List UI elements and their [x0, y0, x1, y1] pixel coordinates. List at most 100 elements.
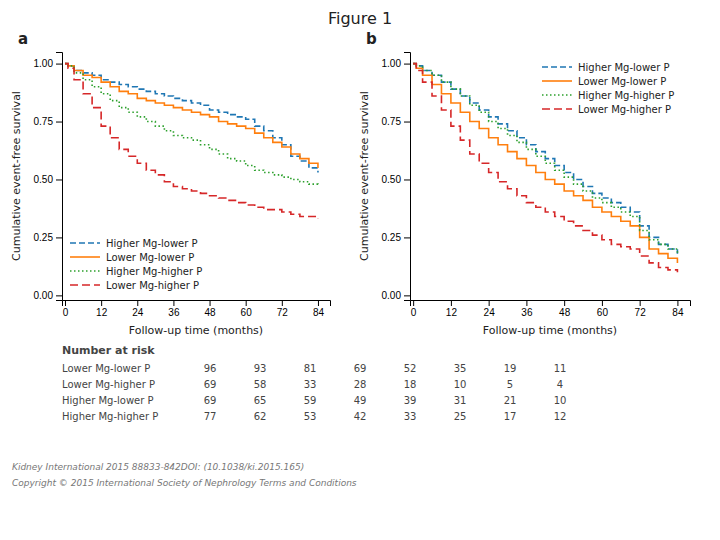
- x-axis: 012243648607284: [63, 300, 331, 318]
- y-tick-mark: [404, 295, 410, 296]
- y-tick: 1.00: [34, 58, 62, 69]
- y-tick-mark: [56, 179, 62, 180]
- risk-value: 10: [554, 395, 567, 406]
- x-tick: 0: [411, 300, 417, 318]
- x-tick-label: 48: [559, 307, 571, 318]
- x-tick-label: 36: [168, 307, 180, 318]
- survival-line: [65, 64, 318, 187]
- x-tick-label: 60: [241, 307, 253, 318]
- risk-value: 33: [404, 411, 417, 422]
- survival-line: [413, 64, 677, 273]
- survival-line: [65, 64, 318, 168]
- x-tick: 12: [446, 300, 458, 318]
- legend-label: Lower Mg-higher P: [106, 280, 199, 291]
- risk-value: 39: [404, 395, 417, 406]
- plot-area: [65, 64, 318, 219]
- x-tick: 84: [672, 300, 684, 318]
- figure-title: Figure 1: [328, 9, 392, 28]
- y-tick-label: 0.00: [34, 290, 54, 301]
- x-tick: 36: [521, 300, 533, 318]
- risk-value: 62: [254, 411, 267, 422]
- y-axis-line: [404, 53, 411, 301]
- risk-value: 31: [454, 395, 467, 406]
- x-tick-mark: [489, 300, 490, 306]
- risk-value: 52: [404, 363, 417, 374]
- x-tick-mark: [210, 300, 211, 306]
- risk-value: 96: [204, 363, 217, 374]
- risk-value: 69: [204, 395, 217, 406]
- x-tick-mark: [101, 300, 102, 306]
- risk-value: 58: [254, 379, 267, 390]
- y-tick-label: 0.75: [34, 116, 54, 127]
- x-tick: 84: [313, 300, 325, 318]
- legend-entry: Higher Mg-higher P: [70, 266, 202, 277]
- legend-swatch: [542, 108, 572, 110]
- y-tick-label: 0.50: [34, 174, 54, 185]
- y-tick-mark: [56, 64, 62, 65]
- panel: 0122436486072840.000.250.500.751.00Follo…: [10, 30, 331, 337]
- risk-value: 69: [354, 363, 367, 374]
- legend-swatch: [70, 256, 100, 258]
- x-tick: 60: [241, 300, 253, 318]
- risk-value: 81: [304, 363, 317, 374]
- x-tick-mark: [137, 300, 138, 306]
- footer-text: Kidney International 2015 88833-842DOI: …: [12, 462, 304, 472]
- risk-value: 17: [504, 411, 517, 422]
- legend-entry: Higher Mg-lower P: [542, 62, 670, 73]
- x-tick: 72: [635, 300, 647, 318]
- plot-area: [413, 64, 677, 273]
- y-tick: 0.75: [382, 116, 410, 127]
- x-tick-mark: [602, 300, 603, 306]
- x-tick-label: 84: [672, 307, 684, 318]
- risk-value: 4: [557, 379, 563, 390]
- x-tick-mark: [451, 300, 452, 306]
- x-axis: 012243648607284: [411, 300, 691, 318]
- risk-row-label: Higher Mg-higher P: [62, 411, 158, 422]
- risk-table: Number at riskLower Mg-lower P9693816952…: [62, 344, 566, 422]
- legend: Higher Mg-lower PLower Mg-lower PHigher …: [70, 238, 202, 291]
- x-tick: 36: [168, 300, 180, 318]
- y-tick-label: 0.25: [382, 232, 402, 243]
- y-tick: 1.00: [382, 58, 410, 69]
- x-tick-mark: [282, 300, 283, 306]
- x-tick-mark: [318, 300, 319, 306]
- legend-label: Higher Mg-higher P: [106, 266, 202, 277]
- risk-value: 10: [454, 379, 467, 390]
- risk-value: 11: [554, 363, 567, 374]
- legend-label: Lower Mg-lower P: [578, 76, 666, 87]
- legend-label: Lower Mg-higher P: [578, 104, 671, 115]
- y-tick: 0.50: [34, 174, 62, 185]
- x-tick: 48: [559, 300, 571, 318]
- survival-line: [65, 64, 318, 173]
- x-tick-label: 48: [204, 307, 216, 318]
- x-tick-label: 84: [313, 307, 325, 318]
- legend-swatch: [70, 284, 100, 286]
- y-tick-mark: [404, 64, 410, 65]
- risk-value: 49: [354, 395, 367, 406]
- x-axis-title: Follow-up time (months): [483, 324, 617, 337]
- legend-entry: Lower Mg-lower P: [542, 76, 666, 87]
- survival-line: [413, 64, 677, 254]
- risk-value: 65: [254, 395, 267, 406]
- risk-row-label: Lower Mg-lower P: [62, 363, 150, 374]
- y-tick-mark: [404, 122, 410, 123]
- risk-value: 19: [504, 363, 517, 374]
- x-tick-label: 24: [484, 307, 496, 318]
- x-tick-mark: [677, 300, 678, 306]
- risk-value: 42: [354, 411, 367, 422]
- risk-value: 53: [304, 411, 317, 422]
- panel-label: b: [366, 30, 377, 48]
- y-tick-mark: [56, 237, 62, 238]
- x-tick: 72: [277, 300, 289, 318]
- x-tick-label: 72: [277, 307, 289, 318]
- legend-swatch: [70, 242, 100, 244]
- x-tick-mark: [65, 300, 66, 306]
- y-tick: 0.50: [382, 174, 410, 185]
- risk-row-label: Higher Mg-lower P: [62, 395, 154, 406]
- y-axis-line: [56, 53, 63, 301]
- legend-swatch: [542, 94, 572, 96]
- x-tick: 24: [484, 300, 496, 318]
- legend-entry: Lower Mg-lower P: [70, 252, 194, 263]
- legend-label: Higher Mg-lower P: [578, 62, 670, 73]
- risk-value: 12: [554, 411, 567, 422]
